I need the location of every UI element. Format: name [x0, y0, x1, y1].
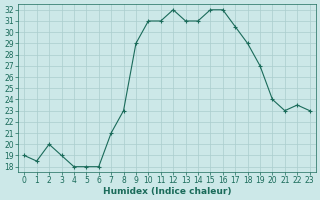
X-axis label: Humidex (Indice chaleur): Humidex (Indice chaleur)	[103, 187, 231, 196]
